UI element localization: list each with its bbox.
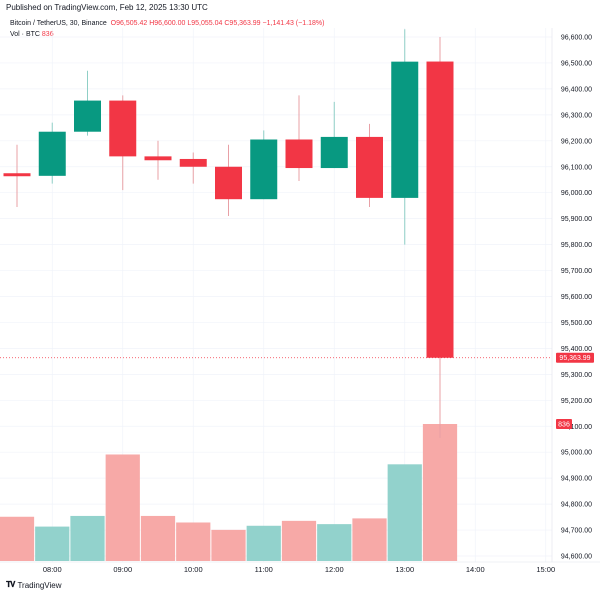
bearish-candle (215, 166, 242, 200)
time-tick-label: 12:00 (325, 565, 344, 574)
bearish-candle (109, 100, 137, 157)
price-tick-label: 96,000.00 (561, 190, 592, 197)
high-value: H96,600.00 (149, 20, 186, 27)
bullish-candle (250, 139, 278, 200)
price-tick-label: 94,600.00 (561, 554, 592, 561)
volume-bar (70, 515, 105, 561)
last-price-badge: 95,363.99 (556, 352, 594, 363)
close-value: C95,363.99 (224, 20, 261, 27)
volume-bar (211, 529, 246, 561)
price-tick-label: 96,100.00 (561, 164, 592, 171)
bearish-candle (144, 156, 172, 161)
time-tick-label: 10:00 (184, 565, 203, 574)
volume-bar (422, 424, 458, 561)
low-value: L95,055.04 (187, 20, 223, 27)
time-tick-label: 11:00 (255, 565, 273, 574)
volume-bar (105, 454, 140, 561)
price-tick-label: 96,600.00 (561, 35, 592, 42)
time-tick-label: 08:00 (43, 565, 62, 574)
price-tick-label: 96,300.00 (561, 112, 592, 119)
volume-bar (140, 515, 176, 561)
price-tick-label: 94,700.00 (561, 528, 592, 535)
price-tick-label: 95,200.00 (561, 398, 592, 405)
volume-bar (281, 520, 317, 561)
price-tick-label: 96,400.00 (561, 86, 592, 93)
symbol-title[interactable]: Bitcoin / TetherUS, 30, Binance (10, 20, 107, 27)
price-tick-label: 95,900.00 (561, 216, 592, 223)
price-tick-label: 95,100.00 (561, 424, 592, 431)
volume-bar (317, 524, 352, 561)
volume-bar (35, 526, 70, 561)
grid-lines (0, 28, 552, 562)
volume-bar (246, 525, 281, 561)
price-tick-label: 95,800.00 (561, 242, 592, 249)
legend-ohlc-row: Bitcoin / TetherUS, 30, Binance O96,505.… (10, 18, 324, 29)
tradingview-logo[interactable]: 𝐓𝐕 TradingView (6, 580, 62, 590)
price-tick-label: 95,400.00 (561, 346, 592, 353)
volume-bars (0, 424, 458, 561)
bullish-candle (391, 61, 419, 198)
volume-bar (0, 516, 35, 561)
volume-bar (352, 518, 387, 561)
price-tick-label: 94,900.00 (561, 476, 592, 483)
volume-badge: 836 (556, 419, 572, 429)
price-tick-label: 95,500.00 (561, 320, 592, 327)
chart-legend: Bitcoin / TetherUS, 30, Binance O96,505.… (10, 18, 324, 40)
tradingview-logo-icon: 𝐓𝐕 (6, 580, 16, 589)
svg-text:95,363.99: 95,363.99 (559, 355, 590, 362)
legend-volume-row: Vol · BTC 836 (10, 29, 324, 40)
price-tick-label: 94,800.00 (561, 502, 592, 509)
bullish-candle (74, 100, 101, 132)
price-tick-label: 95,600.00 (561, 294, 592, 301)
bearish-candle (285, 139, 313, 169)
volume-label[interactable]: Vol · BTC (10, 31, 40, 38)
price-tick-label: 96,200.00 (561, 138, 592, 145)
bearish-candle (3, 173, 31, 177)
published-caption: Published on TradingView.com, Feb 12, 20… (6, 3, 208, 12)
time-axis[interactable]: 08:00 09:00 10:00 11:00 12:00 13:00 14:00 15:00 (43, 565, 555, 574)
time-tick-label: 15:00 (536, 565, 555, 574)
price-tick-label: 95,000.00 (561, 450, 592, 457)
time-tick-label: 09:00 (113, 565, 132, 574)
candlesticks (3, 29, 454, 438)
bullish-candle (320, 136, 348, 169)
svg-text:836: 836 (558, 422, 570, 429)
price-tick-label: 95,300.00 (561, 372, 592, 379)
volume-bar (387, 464, 422, 561)
brand-name: TradingView (17, 580, 62, 590)
volume-bar (176, 522, 211, 561)
open-value: O96,505.42 (110, 20, 148, 27)
time-tick-label: 13:00 (395, 565, 414, 574)
bearish-candle (179, 158, 207, 167)
bearish-candle (356, 136, 383, 198)
time-tick-label: 14:00 (466, 565, 485, 574)
volume-value: 836 (41, 31, 54, 38)
price-tick-label: 95,700.00 (561, 268, 592, 275)
bearish-candle (426, 61, 454, 358)
price-tick-label: 96,500.00 (561, 60, 592, 67)
change-value: −1,141.43 (−1.18%) (262, 20, 325, 27)
bullish-candle (38, 131, 66, 176)
price-axis[interactable]: 96,600.00 96,500.00 96,400.00 96,300.00 96,2… (561, 35, 592, 561)
